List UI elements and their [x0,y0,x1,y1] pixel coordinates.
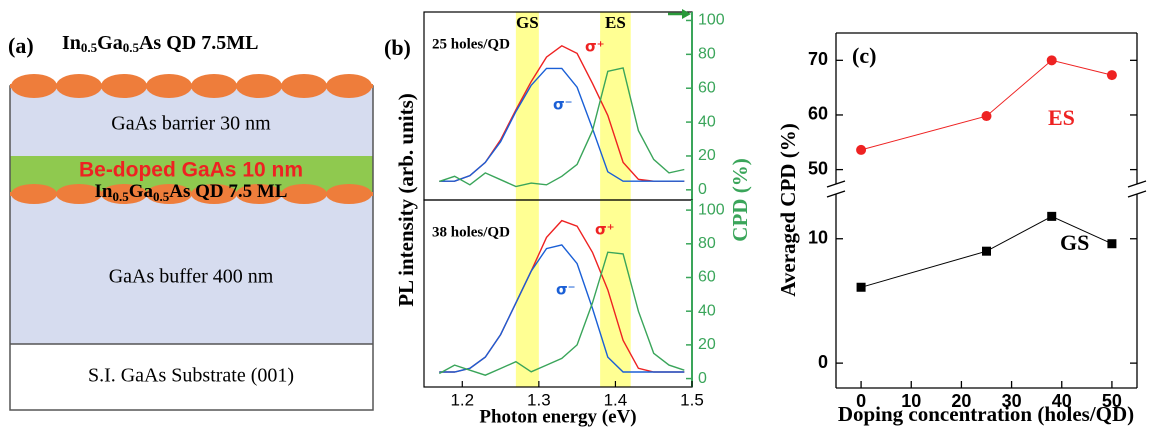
x-tick-label: 40 [1052,391,1072,411]
x-tick-label: 1.3 [527,390,551,409]
y2-tick-label: 40 [698,302,716,319]
text-part: As QD 7.5 ML [169,181,287,202]
pl-line [439,44,685,182]
subscript: 0.5 [153,189,170,204]
barrier-layer [10,86,373,156]
y-tick-label: 0 [818,352,828,372]
x-tick-label: 1.5 [680,390,704,409]
x-axis-label: Doping concentration (holes/QD) [838,402,1134,426]
series-label: σ⁺ [585,38,605,56]
series-label: σ⁺ [595,221,615,239]
text-part: Ga [97,32,123,54]
series-line [860,59,1113,151]
marker [1046,55,1057,66]
y2-tick-label: 20 [698,147,716,164]
y-tick-label: 50 [808,158,828,178]
layer-label: GaAs buffer 400 nm [109,266,274,288]
marker [856,282,866,292]
text-part: Ga [129,181,154,202]
wetting-layer [10,84,373,88]
wetting-layer [10,192,373,196]
buffer-layer [10,194,373,344]
band-label: GS [516,13,539,32]
x-tick-label: 10 [901,391,921,411]
text-part: In [95,181,113,202]
series-label: GS [1060,230,1089,255]
y2-tick-label: 40 [698,113,716,130]
y2-tick-label: 80 [698,235,716,252]
subscript: 0.5 [112,189,129,204]
y2-axis-label: CPD (%) [728,158,752,241]
substrate-layer [10,344,373,410]
marker [1106,70,1117,81]
panel-label: (c) [852,43,876,68]
x-tick-label: 1.4 [604,390,628,409]
top-qd-label: In0.5Ga0.5As QD 7.5ML [62,32,258,55]
subscript: 0.5 [123,40,140,55]
text-part: In [62,32,81,54]
y-axis-label: PL intensity (arb. units) [394,93,418,307]
subscript: 0.5 [81,40,98,55]
axis-break [1127,180,1147,188]
layer-label: In0.5Ga0.5As QD 7.5 ML [95,181,288,204]
y-axis-label: Averaged CPD (%) [776,123,800,296]
y-tick-label: 60 [808,104,828,124]
y2-tick-label: 60 [698,79,716,96]
series-label: ES [1048,105,1075,130]
series-line [860,215,1113,288]
y-tick-label: 10 [808,228,828,248]
panel-label: (a) [8,33,34,58]
x-tick-label: 50 [1102,391,1122,411]
axis-break [826,190,846,198]
y2-tick-label: 100 [698,201,725,218]
y2-tick-label: 100 [698,12,725,29]
panel-label: (b) [384,35,411,60]
y2-tick-label: 0 [698,181,707,198]
layer-label: GaAs barrier 30 nm [111,113,271,135]
x-tick-label: 20 [951,391,971,411]
marker [982,246,991,256]
marker [856,144,867,155]
cpd-line [439,67,685,188]
x-tick-label: 0 [856,391,866,411]
annotation: 38 holes/QD [432,224,510,240]
series-label: σ⁻ [553,96,573,114]
annotation: 25 holes/QD [432,36,510,52]
y2-tick-label: 60 [698,269,716,286]
y-tick-label: 70 [808,49,828,69]
series-label: σ⁻ [556,281,576,299]
arrow-head [682,9,691,19]
axis-break [1127,190,1147,198]
layer-label: Be-doped GaAs 10 nm [79,159,303,182]
layer-stack [9,85,374,411]
pl-line [439,244,685,373]
text-part: As QD 7.5ML [139,32,258,54]
pl-line [439,67,685,182]
layer-label: S.I. GaAs Substrate (001) [88,365,294,387]
marker [1107,239,1117,249]
x-tick-label: 1.2 [450,390,474,409]
y2-tick-label: 80 [698,46,716,63]
band-label: ES [605,13,626,32]
marker [981,111,992,122]
axis-break [826,180,846,188]
cpd-line [438,251,685,376]
marker [1047,211,1057,221]
y2-tick-label: 0 [698,370,707,387]
x-axis-label: Photon energy (eV) [479,406,636,427]
x-tick-label: 30 [1002,391,1022,411]
y2-tick-label: 20 [698,336,716,353]
